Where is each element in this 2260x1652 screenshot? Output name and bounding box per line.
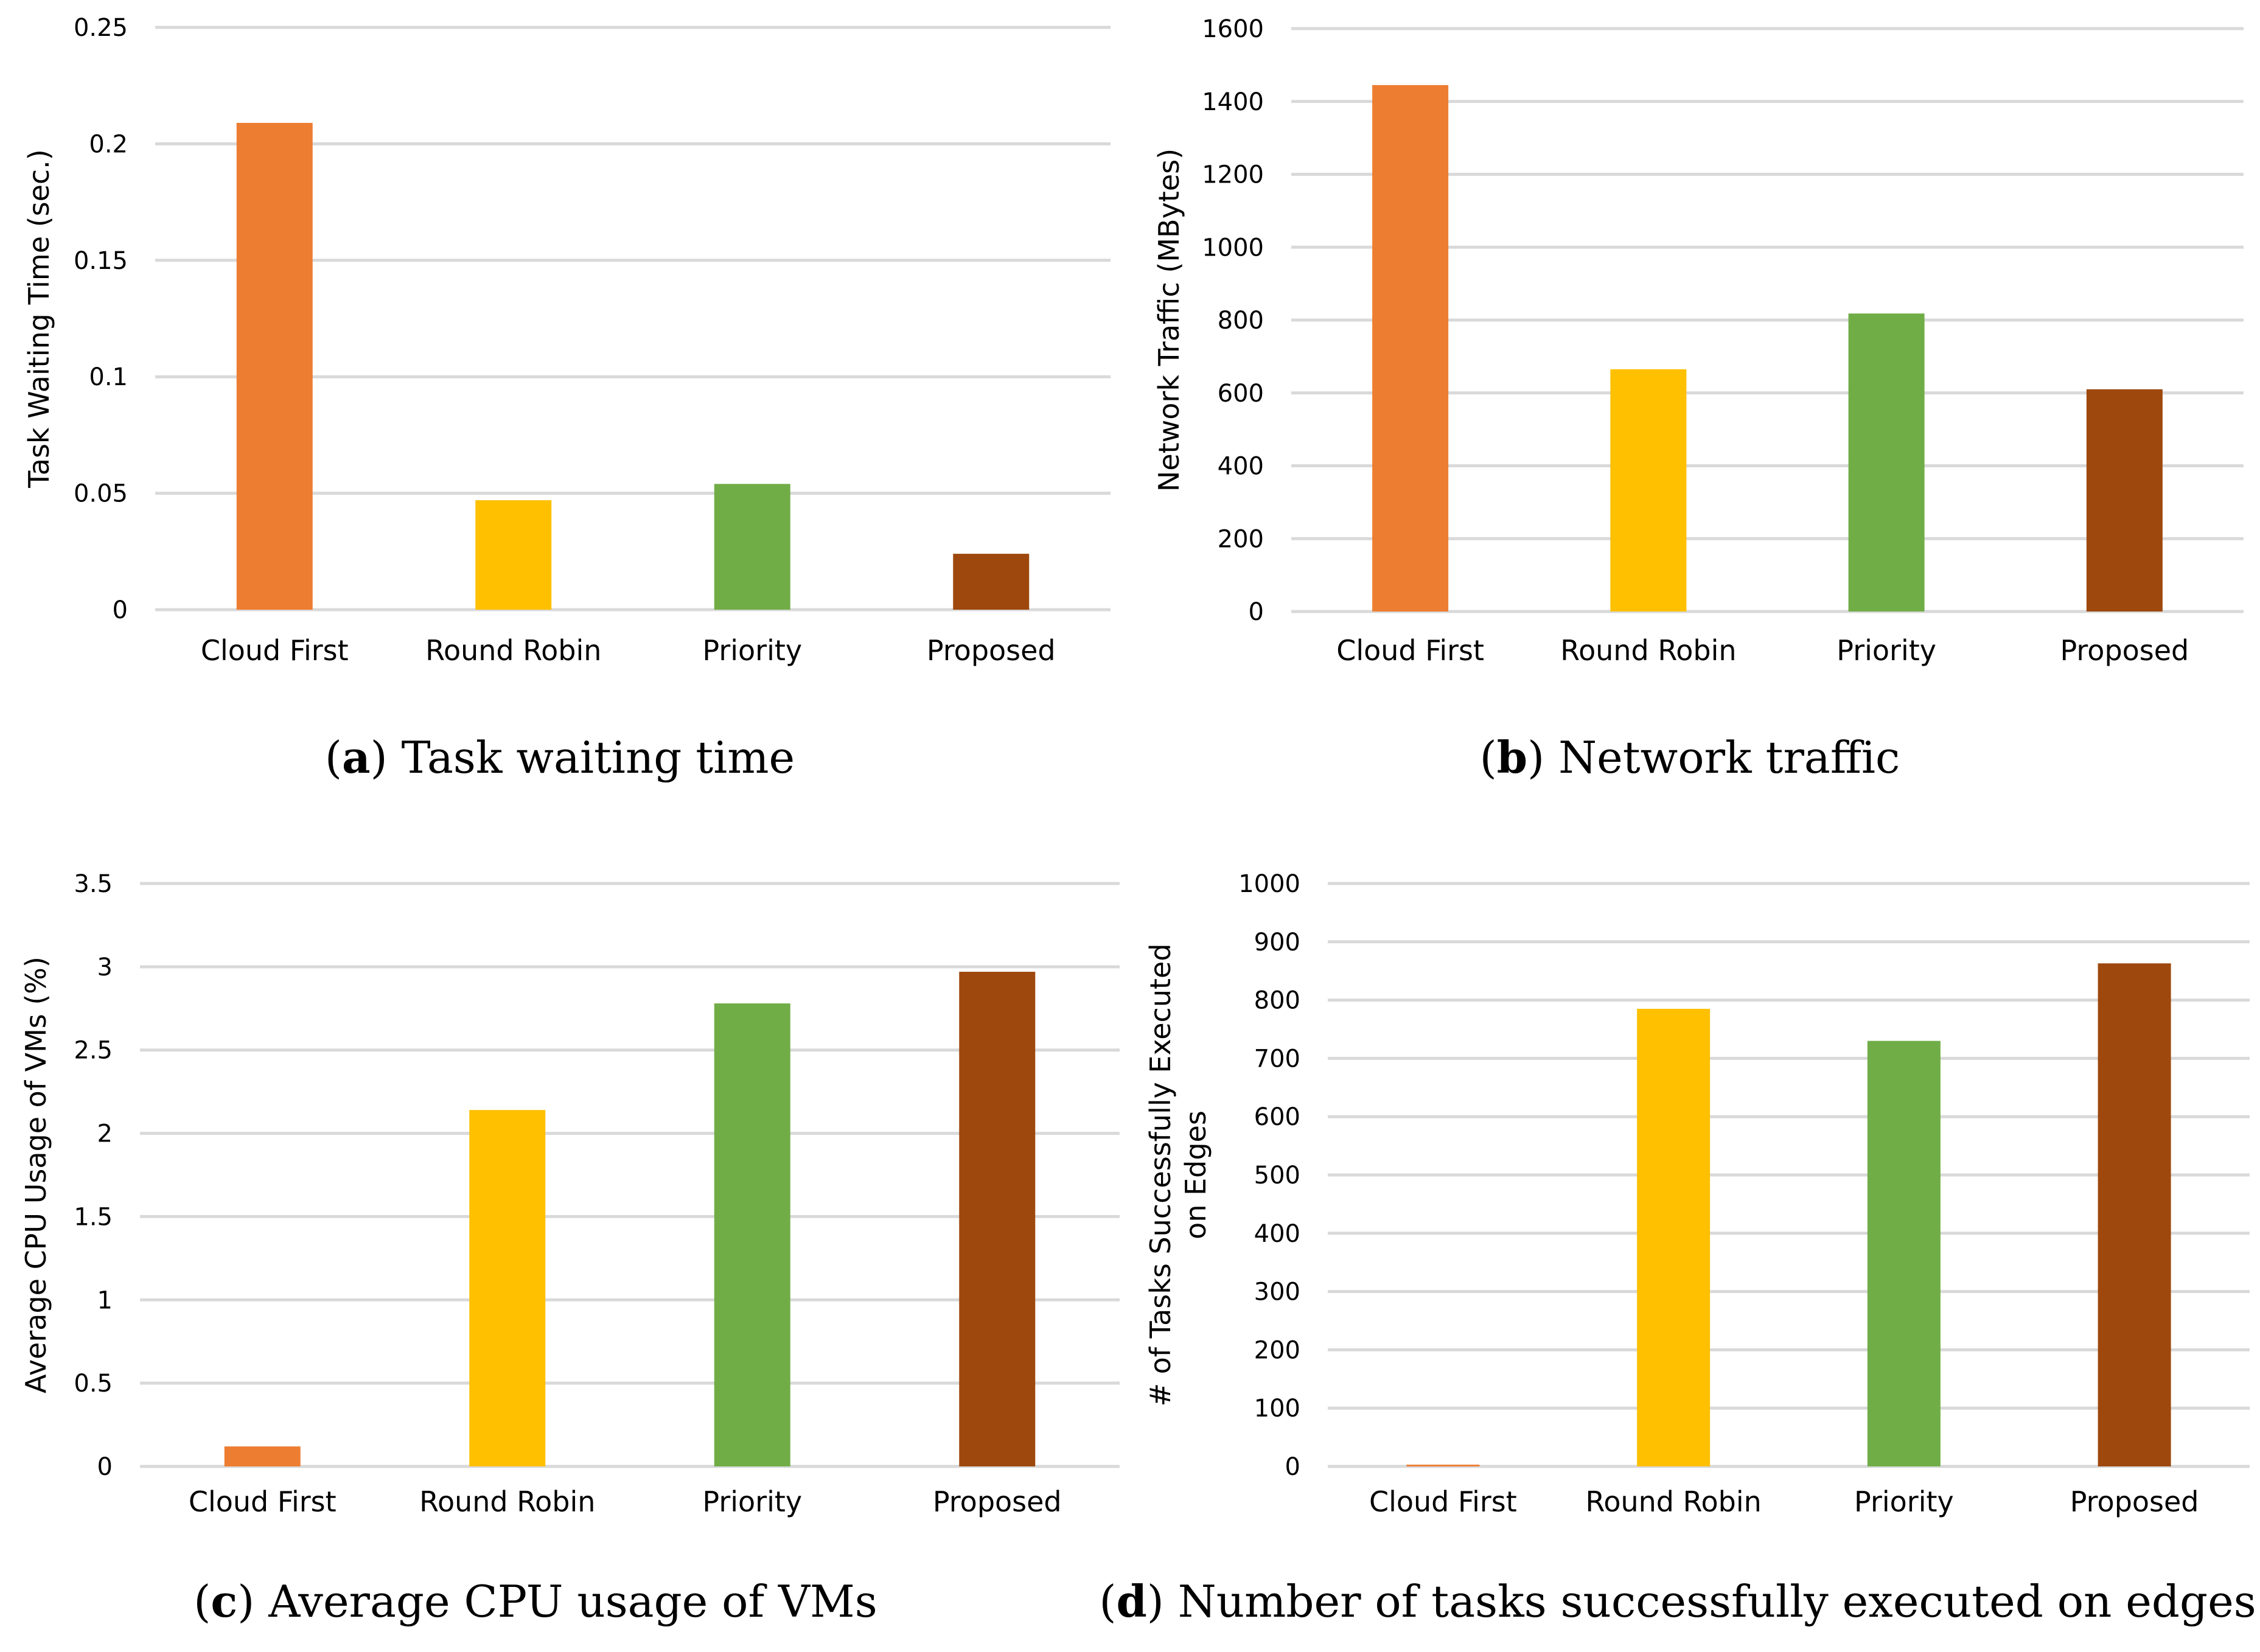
chart-panel-c: 0 0.5 1 1.5 2 2.5 3 3.5 Cloud First Round Robin Pr…: [0, 826, 1130, 1652]
y-tick-label: 1600: [1202, 15, 1264, 43]
chart-svg-b: 0 200 400 600 800 1000 1200 1400 1600 Cloud First…: [1153, 15, 2244, 783]
x-category-label: Round Robin: [1585, 1485, 1761, 1518]
x-category-label: Proposed: [2060, 634, 2189, 667]
y-tick-label: 300: [1254, 1278, 1300, 1306]
bar: [1372, 85, 1449, 612]
bar: [1848, 313, 1925, 612]
y-tick-label: 1200: [1202, 161, 1264, 189]
x-category-label: Priority: [1854, 1485, 1954, 1518]
x-category-label: Cloud First: [201, 634, 349, 667]
x-category-label: Cloud First: [1369, 1485, 1517, 1518]
y-tick-label: 700: [1254, 1045, 1300, 1073]
y-tick-label: 0.1: [89, 363, 128, 391]
x-category-label: Priority: [702, 634, 802, 667]
y-tick-label: 0.15: [74, 247, 128, 275]
x-category-label: Round Robin: [425, 634, 601, 667]
y-tick-label: 600: [1254, 1103, 1300, 1131]
x-category-label: Round Robin: [419, 1485, 595, 1518]
y-axis-title: Average CPU Usage of VMs (%): [19, 957, 52, 1393]
y-tick-label: 500: [1254, 1162, 1300, 1190]
y-tick-label: 0: [1285, 1453, 1300, 1481]
panel-caption: (a) Task waiting time: [325, 731, 795, 783]
y-tick-label: 200: [1254, 1336, 1300, 1364]
x-category-label: Proposed: [927, 634, 1056, 667]
bar: [2098, 963, 2171, 1466]
bar: [224, 1446, 301, 1466]
x-category-label: Cloud First: [189, 1485, 337, 1518]
bar: [1610, 369, 1687, 612]
y-tick-label: 400: [1218, 453, 1264, 481]
x-category-label: Priority: [702, 1485, 802, 1518]
chart-svg-a: 0 0.05 0.1 0.15 0.2 0.25 Cloud First Round Robi…: [23, 14, 1111, 783]
y-tick-label: 0: [97, 1453, 113, 1481]
y-axis-title: # of Tasks Successfully Executed: [1144, 943, 1177, 1406]
chart-panel-b: 0 200 400 600 800 1000 1200 1400 1600 Cloud First…: [1130, 0, 2260, 826]
y-tick-label: 1000: [1238, 870, 1300, 898]
y-tick-label: 0.5: [74, 1370, 113, 1398]
chart-svg-d: 0 100 200 300 400 500 600 700 800 900 1000 Cloud Fi…: [1099, 870, 2256, 1627]
y-tick-label: 800: [1254, 987, 1300, 1015]
x-category-label: Priority: [1836, 634, 1936, 667]
y-tick-label: 2: [97, 1120, 113, 1148]
y-tick-label: 600: [1218, 380, 1264, 408]
bar: [714, 484, 790, 610]
y-tick-label: 3: [97, 953, 113, 981]
y-axis-title: on Edges: [1179, 1110, 1212, 1239]
bar: [475, 500, 552, 610]
chart-panel-a: 0 0.05 0.1 0.15 0.2 0.25 Cloud First Round Robi…: [0, 0, 1130, 826]
y-axis-title: Task Waiting Time (sec.): [23, 149, 55, 488]
bar: [1406, 1465, 1480, 1466]
y-tick-label: 1400: [1202, 88, 1264, 116]
y-tick-label: 2.5: [74, 1037, 113, 1065]
chart-panel-d: 0 100 200 300 400 500 600 700 800 900 1000 Cloud Fi…: [1099, 826, 2260, 1652]
y-tick-label: 1000: [1202, 234, 1264, 262]
panel-caption: (b) Network traffic: [1480, 731, 1900, 783]
x-category-label: Cloud First: [1336, 634, 1484, 667]
y-tick-label: 1: [97, 1286, 113, 1314]
bar: [1637, 1008, 1711, 1466]
bar: [959, 972, 1036, 1466]
bar: [2086, 389, 2163, 612]
y-tick-label: 3.5: [74, 870, 113, 898]
y-tick-label: 800: [1218, 307, 1264, 335]
y-tick-label: 0: [113, 596, 128, 624]
x-category-label: Proposed: [933, 1485, 1062, 1518]
bar: [1867, 1040, 1941, 1466]
bar: [236, 122, 313, 610]
panel-caption: (d) Number of tasks successfully execute…: [1099, 1575, 2256, 1627]
y-tick-label: 1.5: [74, 1203, 113, 1231]
y-tick-label: 0.25: [74, 14, 128, 42]
y-tick-label: 100: [1254, 1395, 1300, 1423]
bar: [469, 1110, 546, 1466]
y-tick-label: 900: [1254, 929, 1300, 957]
bar: [714, 1003, 790, 1466]
panel-caption: (c) Average CPU usage of VMs: [194, 1575, 877, 1627]
x-category-label: Round Robin: [1560, 634, 1736, 667]
bar: [953, 554, 1030, 610]
y-tick-label: 0.05: [74, 480, 128, 508]
y-tick-label: 400: [1254, 1220, 1300, 1248]
x-category-label: Proposed: [2070, 1485, 2199, 1518]
y-axis-title: Network Traffic (MBytes): [1153, 148, 1185, 492]
chart-svg-c: 0 0.5 1 1.5 2 2.5 3 3.5 Cloud First Round Robin Pr…: [19, 870, 1120, 1627]
y-tick-label: 0.2: [89, 130, 128, 158]
y-tick-label: 200: [1218, 525, 1264, 553]
y-tick-label: 0: [1249, 598, 1264, 626]
